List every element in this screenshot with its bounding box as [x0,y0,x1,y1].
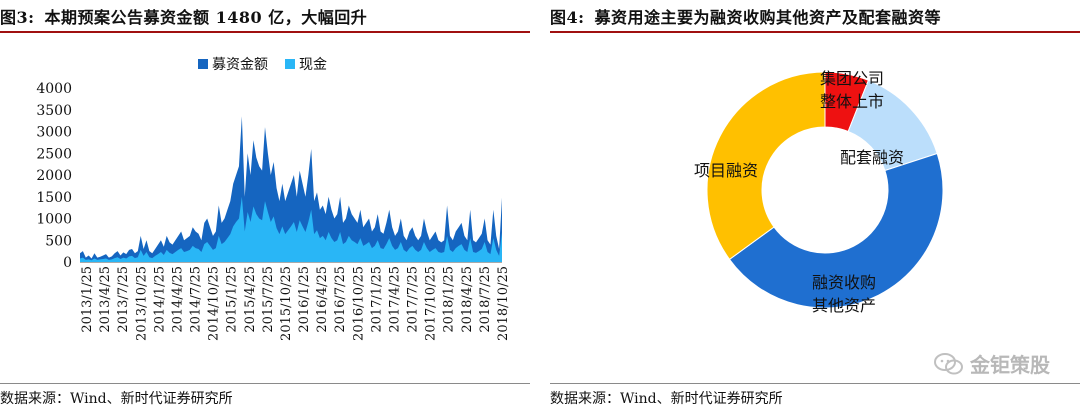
donut-label-line: 集团公司 [820,69,884,88]
y-tick-label: 3500 [36,103,72,119]
figure-3-title: 图3: 本期预案公告募资金额 1480 亿，大幅回升 [0,4,530,30]
figure-3-panel: 图3: 本期预案公告募资金额 1480 亿，大幅回升 募资金额 现金 0 500 1000… [0,0,530,413]
title-divider [550,31,1080,33]
figure-4-title: 图4: 募资用途主要为融资收购其他资产及配套融资等 [550,4,1080,30]
x-tick-label: 2013/7/25 [116,266,131,333]
x-tick-label: 2015/1/25 [225,266,240,333]
x-tick-label: 2016/7/25 [333,266,348,333]
x-tick-label: 2015/10/25 [279,266,294,341]
wechat-icon [934,352,963,374]
chart-legend: 募资金额 现金 [198,57,327,73]
legend-swatch-2 [285,59,295,69]
y-tick-label: 2500 [36,146,72,162]
x-tick-label: 2014/4/25 [170,266,185,333]
x-tick-label: 2017/4/25 [388,266,403,333]
x-tick-label: 2017/7/25 [406,266,421,333]
legend-label-1: 募资金额 [212,57,268,73]
y-tick-label: 0 [63,255,72,271]
donut-label-1: 集团公司整体上市 [820,69,884,111]
x-tick-label: 2018/7/25 [478,266,493,333]
x-tick-label: 2016/1/25 [297,266,312,333]
donut-label-line: 配套融资 [840,148,904,167]
watermark-text: 金钜策股 [970,353,1050,377]
figure-3-source: 数据来源：Wind、新时代证券研究所 [0,391,233,407]
x-tick-label: 2018/1/25 [442,266,457,333]
y-tick-label: 2000 [36,168,72,184]
legend-label-2: 现金 [299,57,327,73]
x-tick-label: 2016/10/25 [351,266,366,341]
donut-slice-4 [706,71,826,261]
figure-4-title-text: 募资用途主要为融资收购其他资产及配套融资等 [594,8,942,27]
y-tick-label: 1000 [36,212,72,228]
title-divider [0,31,530,33]
x-tick-label: 2014/7/25 [189,266,204,333]
x-tick-label: 2016/4/25 [315,266,330,333]
x-tick-label: 2014/1/25 [152,266,167,333]
x-tick-label: 2018/10/25 [496,266,511,341]
legend-swatch-1 [198,59,208,69]
x-tick-label: 2017/10/25 [424,266,439,341]
x-tick-label: 2013/10/25 [134,266,149,341]
figure-3-number: 图3: [0,8,35,27]
source-divider [550,383,1080,384]
area-series-2 [80,196,502,262]
figure-4-panel: 图4: 募资用途主要为融资收购其他资产及配套融资等 集团公司整体上市配套融资融资收… [550,0,1080,413]
x-tick-label: 2018/4/25 [460,266,475,333]
figure-4-source: 数据来源：Wind、新时代证券研究所 [550,391,783,407]
donut-label-line: 其他资产 [812,296,876,315]
figure-4-number: 图4: [550,8,585,27]
y-tick-label: 3000 [36,125,72,141]
watermark: 金钜策股 [934,349,1050,378]
x-tick-label: 2017/1/25 [369,266,384,333]
donut-label-line: 项目融资 [694,161,758,180]
donut-slice-3 [728,152,944,309]
donut-label-4: 项目融资 [694,161,758,180]
y-tick-label: 1500 [36,190,72,206]
fundraising-area-chart: 募资金额 现金 0 500 1000 1500 2000 2500 3000 3500 4000 20… [36,57,511,341]
source-divider [0,383,530,384]
area-series-1 [80,116,502,262]
x-tick-label: 2015/7/25 [261,266,276,333]
x-tick-label: 2015/4/25 [243,266,258,333]
y-tick-label: 500 [45,233,72,249]
figure-3-title-text: 本期预案公告募资金额 1480 亿，大幅回升 [44,8,368,27]
x-tick-label: 2013/1/25 [80,266,95,333]
donut-label-3: 融资收购其他资产 [812,273,876,315]
x-tick-label: 2013/4/25 [98,266,113,333]
y-tick-label: 4000 [36,81,72,97]
donut-label-line: 整体上市 [820,92,884,111]
x-tick-label: 2014/10/25 [207,266,222,341]
donut-label-line: 融资收购 [812,273,876,292]
donut-label-2: 配套融资 [840,148,904,167]
